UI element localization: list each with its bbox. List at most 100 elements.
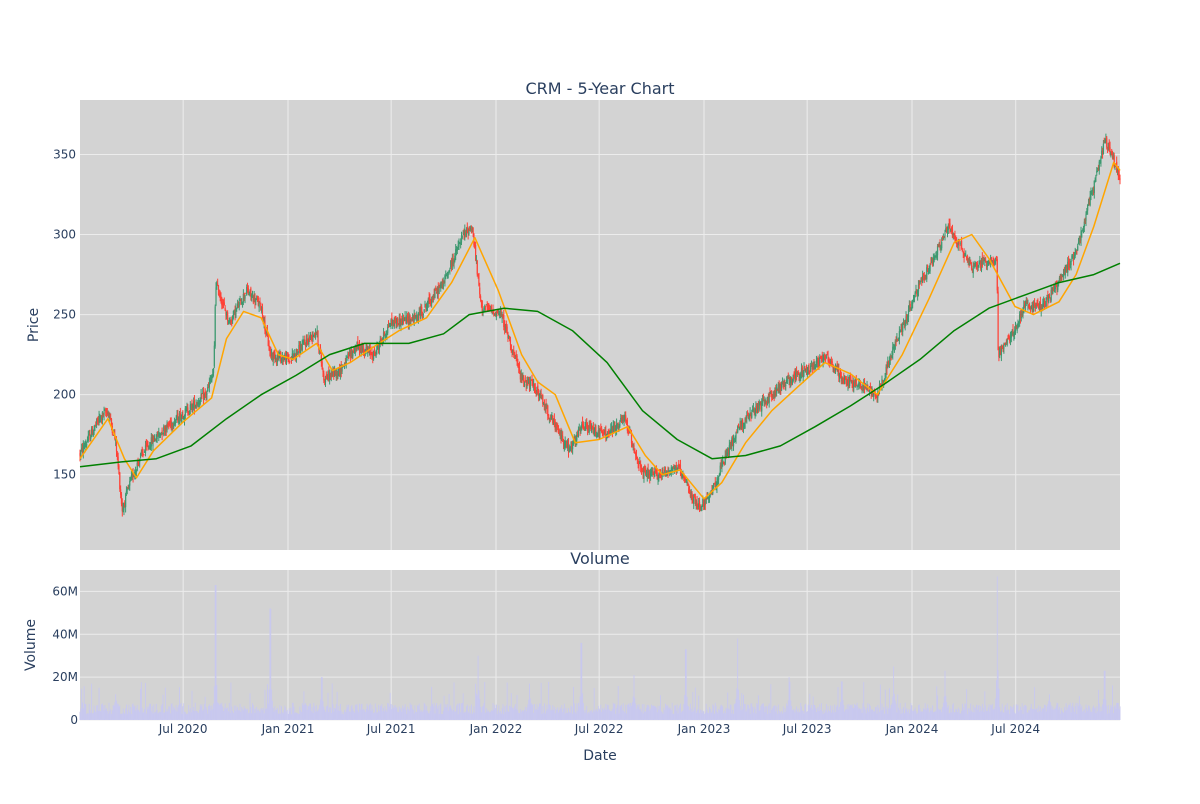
volume-bar [539, 703, 541, 720]
volume-bar [465, 711, 467, 720]
candle-body [955, 237, 957, 244]
candle-body [781, 384, 783, 388]
candle-body [528, 380, 531, 388]
volume-bar [427, 712, 429, 720]
candle-body [433, 293, 435, 298]
candle-body [176, 414, 178, 419]
candle-body [440, 281, 443, 283]
volume-bar [354, 712, 355, 720]
volume-bar [87, 713, 88, 720]
candle-body [776, 387, 778, 393]
candle-body [569, 448, 571, 450]
volume-bar [834, 704, 836, 720]
candle-body [101, 412, 103, 421]
volume-bar [456, 703, 458, 720]
volume-bar [1021, 703, 1023, 720]
candle-body [239, 298, 241, 301]
candle-body [1091, 190, 1093, 192]
candle-body [970, 265, 973, 269]
candle-body [97, 420, 99, 422]
candle-body [1035, 304, 1037, 309]
volume-bar [845, 709, 846, 720]
volume-bar [325, 706, 327, 720]
candle-body [843, 377, 845, 383]
candle-body [341, 366, 343, 372]
candle-body [970, 261, 972, 264]
candle-body [487, 305, 489, 308]
candle-body [770, 392, 772, 394]
volume-bar [877, 705, 879, 720]
candle-body [941, 239, 944, 241]
volume-bar [380, 706, 382, 720]
volume-bar [293, 706, 295, 720]
volume-bar [271, 689, 273, 720]
volume-bar [115, 694, 117, 720]
candle-body [388, 326, 390, 328]
volume-bar [914, 707, 916, 720]
volume-bar [1039, 706, 1041, 720]
volume-bar [574, 711, 576, 720]
candle-body [1000, 346, 1003, 356]
candle-body [1116, 169, 1119, 173]
volume-bar [962, 707, 964, 720]
candle-body [159, 434, 162, 436]
volume-bar [326, 705, 328, 720]
candle-body [886, 364, 888, 370]
candle-body [1104, 140, 1106, 144]
volume-bar [1044, 705, 1046, 720]
candle-body [103, 411, 105, 415]
volume-bar [621, 704, 623, 720]
volume-bar [137, 710, 139, 720]
volume-bar [446, 704, 448, 720]
volume-bar [701, 712, 703, 720]
candle-body [428, 297, 430, 301]
price-grid [80, 100, 1120, 550]
candle-body [156, 431, 158, 439]
candle-body [444, 275, 446, 283]
candle-body [848, 378, 850, 384]
candle-body [948, 223, 950, 225]
candle-body [215, 287, 217, 305]
volume-bar [106, 711, 108, 720]
candle-body [936, 255, 938, 258]
candle-body [553, 418, 555, 423]
candle-body [157, 431, 159, 436]
volume-bar [323, 706, 325, 720]
volume-bar [327, 692, 329, 720]
volume-bar [766, 706, 768, 720]
candle-body [423, 309, 425, 313]
volume-bar [176, 711, 178, 720]
volume-bar [109, 711, 111, 720]
volume-bar [579, 696, 581, 720]
candle-body [110, 418, 113, 426]
volume-bar [349, 711, 350, 720]
volume-bar [446, 707, 448, 720]
candle-body [408, 316, 410, 325]
volume-bar [301, 703, 303, 720]
volume-bar [304, 704, 306, 720]
volume-bar [490, 710, 492, 720]
candle-body [556, 423, 558, 428]
volume-bar [803, 713, 805, 720]
candle-body [205, 395, 207, 397]
volume-bar [330, 712, 332, 720]
volume-bar [305, 703, 307, 720]
candle-body [197, 403, 200, 404]
candle-body [296, 348, 298, 353]
volume-bar [585, 709, 587, 720]
volume-bar [388, 703, 389, 720]
volume-bar [389, 692, 391, 720]
volume-bar [630, 703, 632, 720]
volume-bar [311, 707, 313, 720]
candle-body [726, 452, 728, 457]
volume-bar [1013, 704, 1015, 720]
volume-bar [523, 711, 525, 720]
volume-bar [783, 712, 785, 720]
candle-body [1043, 303, 1046, 308]
volume-bar [450, 705, 452, 720]
candle-body [346, 357, 348, 358]
candle-body [100, 415, 102, 418]
volume-bar [346, 704, 348, 720]
candle-body [584, 427, 586, 430]
volume-bar [206, 709, 208, 720]
